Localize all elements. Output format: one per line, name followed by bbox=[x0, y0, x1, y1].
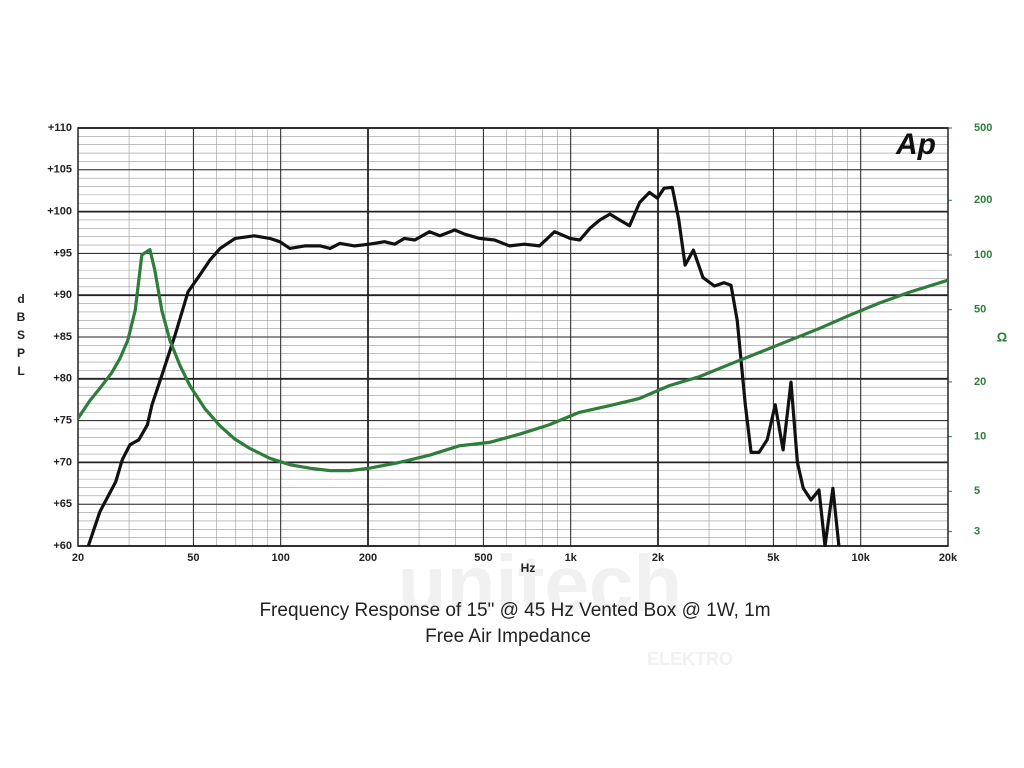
y2-tick-label: 500 bbox=[974, 122, 992, 134]
chart-title: Frequency Response of 15" @ 45 Hz Vented… bbox=[259, 600, 770, 621]
y-tick-label: +85 bbox=[53, 331, 72, 343]
y-axis-label: dB SPL bbox=[16, 292, 26, 378]
y-tick-label: +90 bbox=[53, 289, 72, 301]
y-tick-label: +110 bbox=[48, 122, 72, 134]
y2-tick-label: 5 bbox=[974, 485, 980, 497]
y-tick-label: +70 bbox=[53, 456, 72, 468]
x-tick-label: 1k bbox=[565, 552, 578, 564]
x-tick-label: 5k bbox=[767, 552, 780, 564]
x-tick-label: 20 bbox=[72, 552, 84, 564]
y-tick-label: +65 bbox=[53, 498, 72, 510]
y2-tick-label: 20 bbox=[974, 376, 986, 388]
x-tick-label: 100 bbox=[272, 552, 290, 564]
y-tick-label: +105 bbox=[47, 164, 72, 176]
y2-tick-label: 3 bbox=[974, 526, 980, 538]
y-tick-label: +100 bbox=[47, 206, 72, 218]
series-line bbox=[86, 185, 841, 547]
y-tick-label: +95 bbox=[53, 247, 72, 259]
y2-tick-label: 50 bbox=[974, 304, 986, 316]
x-tick-label: 200 bbox=[359, 552, 377, 564]
series-line bbox=[78, 248, 948, 473]
chart-subtitle: Free Air Impedance bbox=[425, 626, 591, 647]
y2-axis-label: Ω bbox=[997, 329, 1007, 344]
y2-tick-label: 10 bbox=[974, 431, 986, 443]
x-tick-label: 10k bbox=[852, 552, 871, 564]
x-tick-label: 20k bbox=[939, 552, 958, 564]
x-axis-label: Hz bbox=[521, 561, 536, 575]
y2-tick-label: 200 bbox=[974, 194, 992, 206]
x-tick-label: 2k bbox=[652, 552, 665, 564]
x-tick-label: 500 bbox=[474, 552, 492, 564]
watermark-sub: ELEKTRO bbox=[647, 649, 733, 669]
x-tick-label: 50 bbox=[187, 552, 199, 564]
logo: Ap bbox=[895, 128, 936, 161]
y2-tick-label: 100 bbox=[974, 249, 992, 261]
plot-frame bbox=[77, 127, 949, 547]
y-tick-label: +75 bbox=[53, 415, 72, 427]
y-tick-label: +60 bbox=[53, 540, 72, 552]
watermark: unitech bbox=[398, 539, 682, 628]
y-tick-label: +80 bbox=[53, 373, 72, 385]
